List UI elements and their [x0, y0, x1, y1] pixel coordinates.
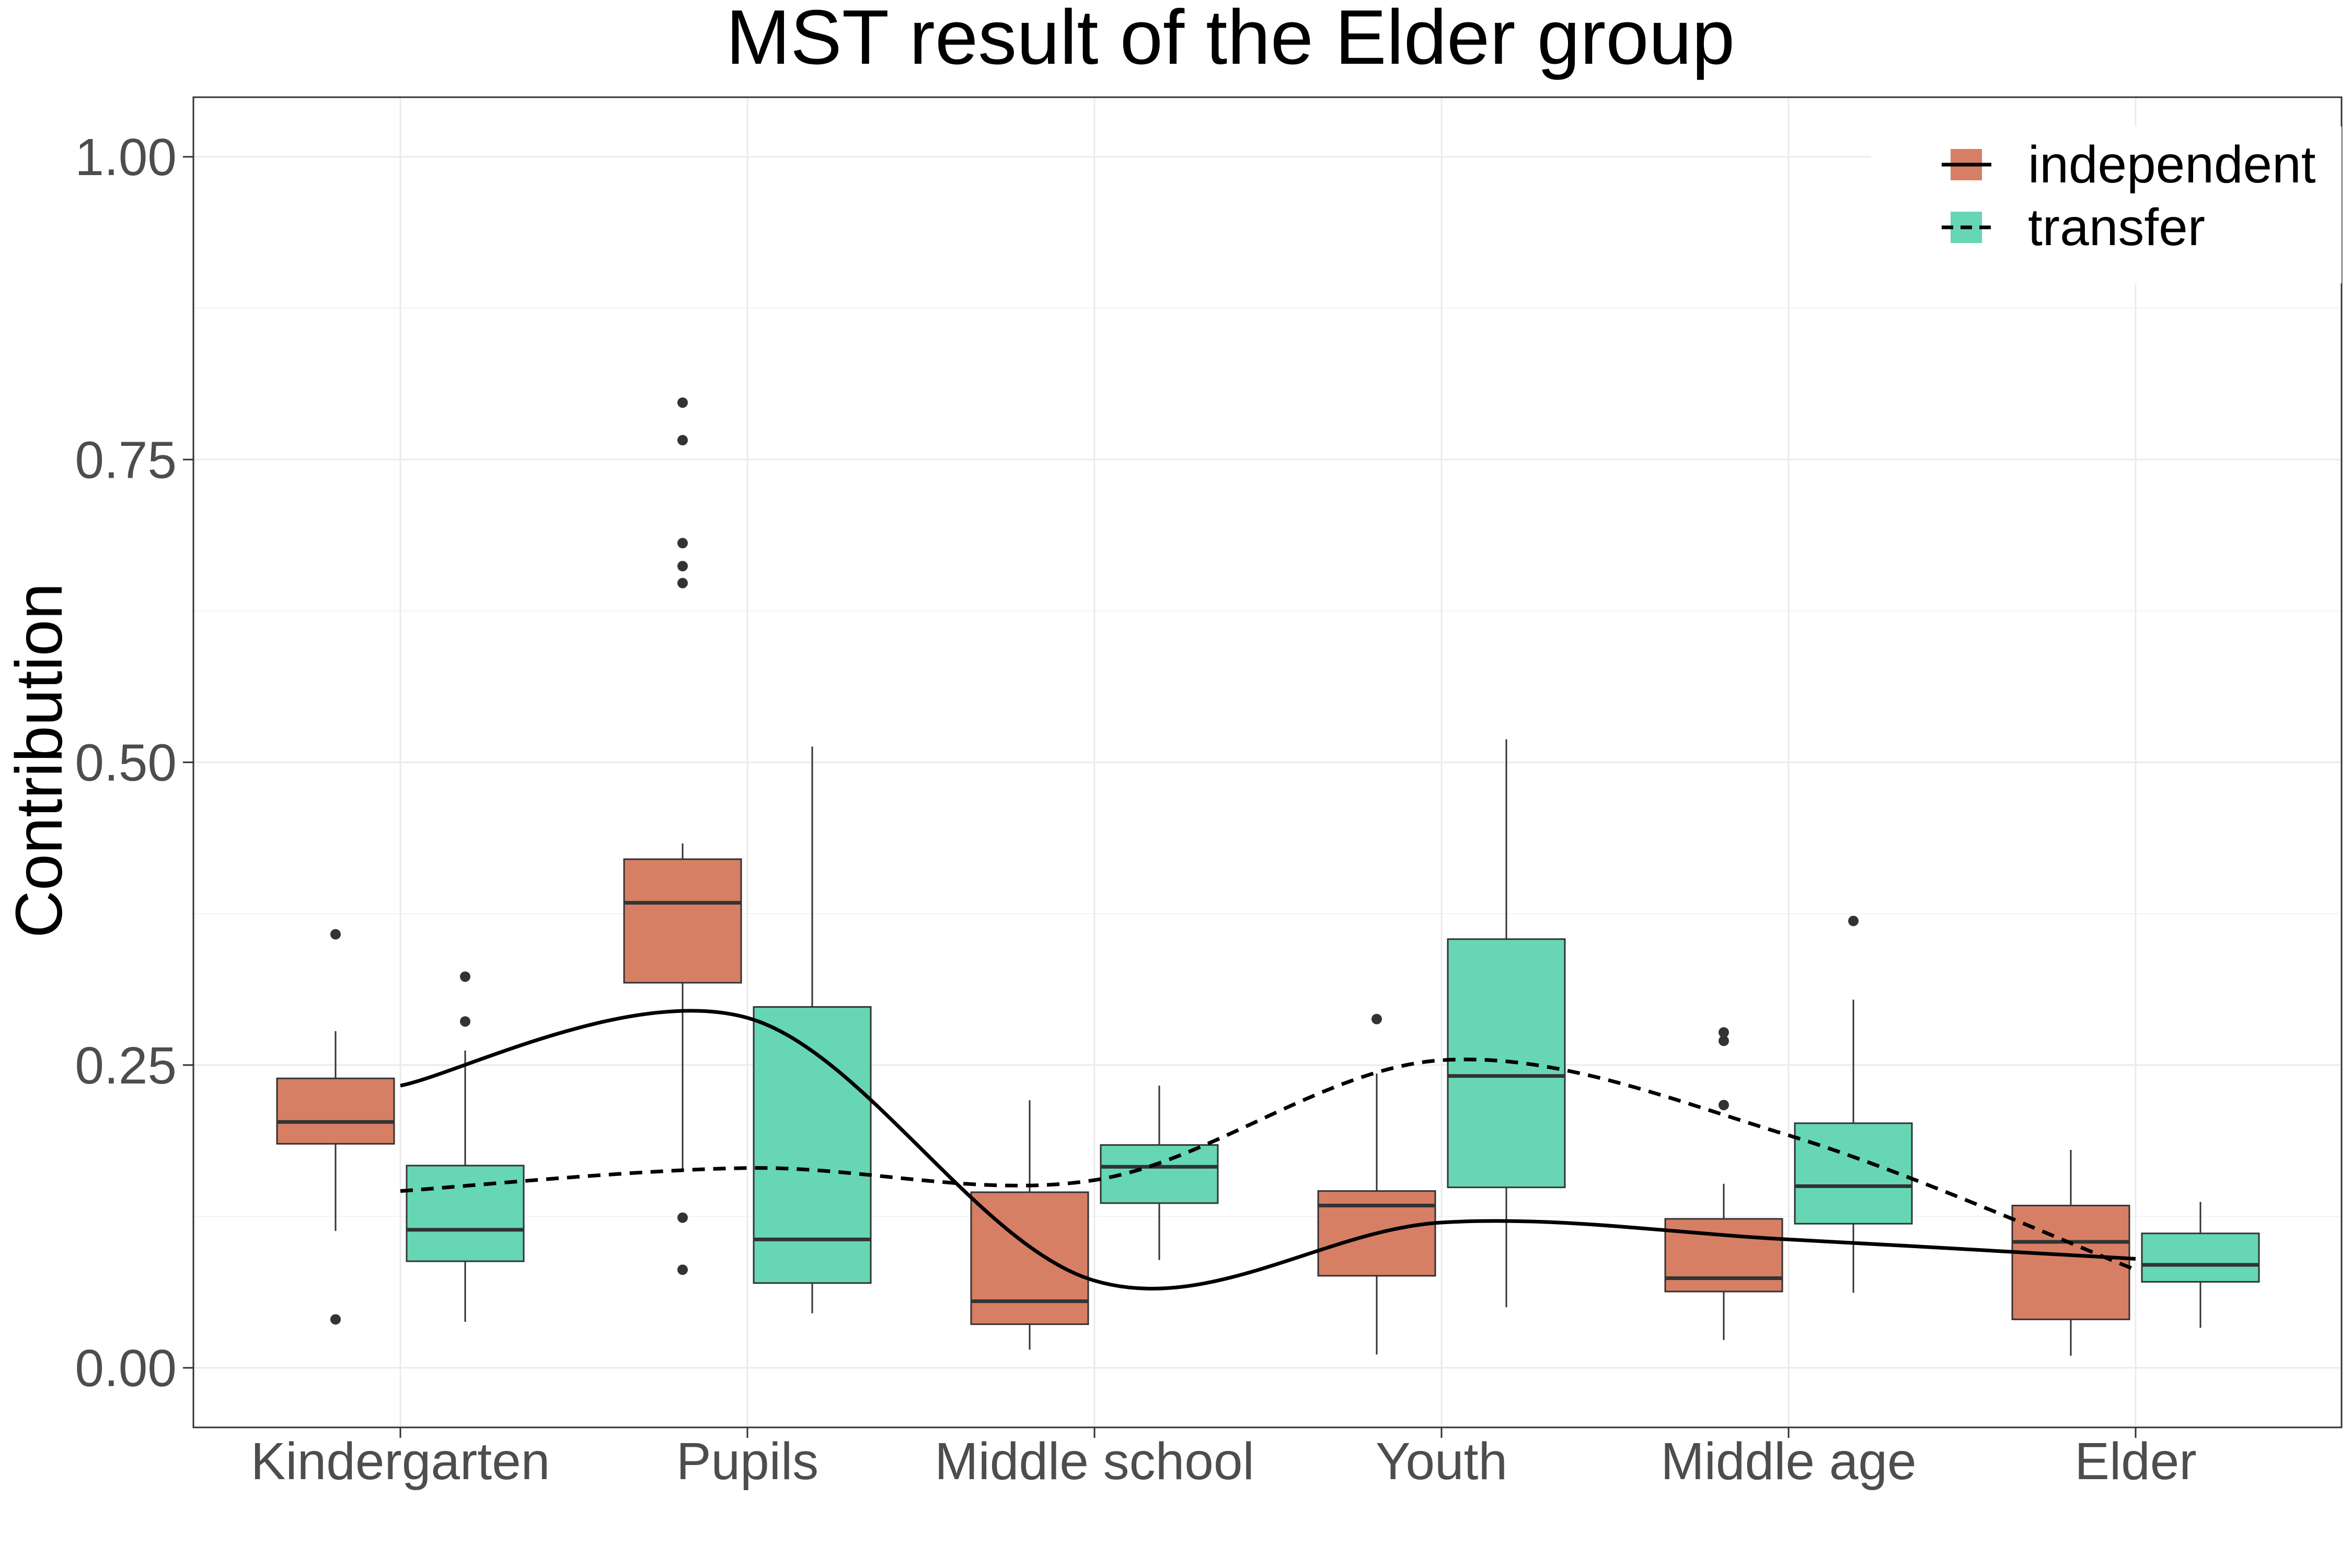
boxplot-transfer-elder: [2141, 1202, 2260, 1328]
x-tick-label: Youth: [1376, 1432, 1507, 1491]
legend-label: transfer: [2028, 198, 2205, 257]
boxplot-independent-pupils: [623, 397, 742, 1275]
y-tick-label: 1.00: [75, 128, 177, 187]
y-axis-ticks: 0.00 0.25 0.50 0.75 1.00: [75, 128, 193, 1398]
box-body: [2141, 1232, 2260, 1283]
outlier-point: [460, 1016, 470, 1027]
smooth-lines: [400, 1009, 2137, 1290]
legend-label: independent: [2028, 135, 2316, 194]
box-body: [1664, 1218, 1783, 1293]
outlier-point: [1848, 916, 1859, 927]
boxplot-transfer-kindergarten: [406, 971, 525, 1322]
box-body: [2011, 1205, 2130, 1320]
chart-title: MST result of the Elder group: [726, 0, 1735, 80]
boxplot-transfer-middle-age: [1794, 916, 1913, 1293]
outlier-point: [330, 929, 341, 940]
x-tick-label: Elder: [2074, 1432, 2196, 1491]
outlier-point: [677, 561, 688, 572]
outlier-point: [677, 435, 688, 446]
outlier-point: [677, 538, 688, 549]
x-tick-label: Kindergarten: [251, 1432, 550, 1491]
boxplot-transfer-youth: [1447, 739, 1566, 1308]
outlier-point: [1371, 1013, 1382, 1024]
box-body: [406, 1165, 525, 1262]
outlier-point: [1719, 1027, 1729, 1038]
y-tick-label: 0.75: [75, 431, 177, 489]
box-body: [623, 858, 742, 984]
box-body: [276, 1077, 395, 1145]
x-tick-label: Pupils: [676, 1432, 818, 1491]
outlier-point: [677, 1264, 688, 1275]
legend-item-independent: independent: [1942, 135, 2316, 194]
x-tick-label: Middle age: [1661, 1432, 1916, 1491]
y-tick-label: 0.00: [75, 1339, 177, 1398]
boxplot-independent-kindergarten: [276, 929, 395, 1325]
y-tick-label: 0.25: [75, 1036, 177, 1095]
outlier-point: [460, 971, 470, 982]
outlier-point: [330, 1314, 341, 1325]
legend-item-transfer: transfer: [1942, 198, 2205, 257]
x-axis-ticks: Kindergarten Pupils Middle school Youth Midd…: [251, 1427, 2197, 1491]
grid-lines: [193, 97, 2342, 1427]
y-tick-label: 0.50: [75, 734, 177, 792]
y-axis-title: Contribution: [2, 583, 76, 938]
outlier-point: [1719, 1035, 1729, 1046]
outlier-point: [677, 397, 688, 408]
boxplot-independent-elder: [2011, 1149, 2130, 1356]
x-tick-label: Middle school: [935, 1432, 1254, 1491]
box-body: [1447, 938, 1566, 1189]
legend-background: [1871, 126, 2342, 283]
smooth-line-independent: [400, 1009, 2136, 1290]
outlier-point: [677, 578, 688, 589]
outlier-point: [677, 1212, 688, 1223]
outlier-point: [1719, 1100, 1729, 1111]
box-body: [1794, 1122, 1913, 1225]
box-body: [753, 1006, 872, 1284]
